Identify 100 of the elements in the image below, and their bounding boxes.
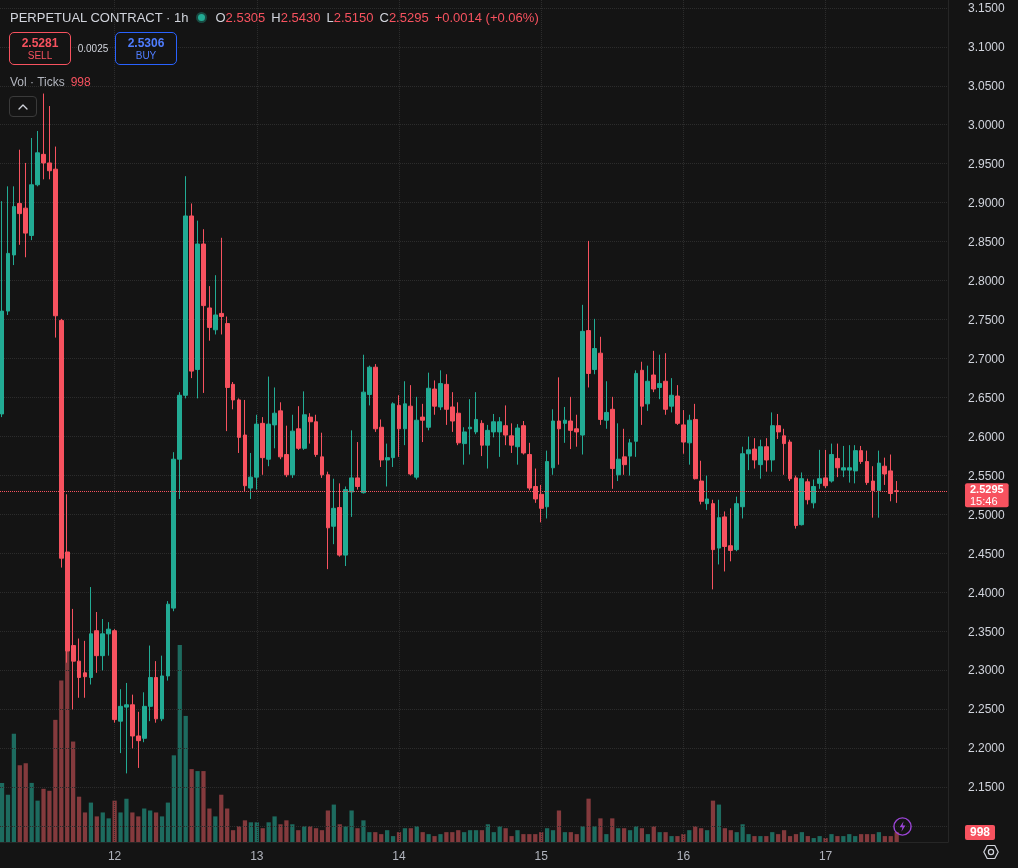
annotation: 2.5306 — [127, 35, 165, 50]
bar — [153, 812, 159, 842]
bar — [219, 794, 224, 842]
candlestick — [480, 419, 484, 457]
candlestick — [799, 471, 804, 526]
bar — [663, 832, 668, 842]
candlestick — [112, 628, 117, 724]
bar — [59, 680, 64, 842]
candlestick — [432, 379, 437, 416]
candlestick — [817, 449, 822, 490]
bar — [556, 810, 562, 842]
candlestick — [237, 397, 241, 454]
candlestick — [89, 586, 93, 686]
bar — [764, 836, 769, 842]
candlestick — [474, 391, 478, 435]
candlestick — [320, 432, 324, 479]
candlestick — [788, 439, 792, 482]
bar — [616, 828, 621, 842]
bar — [693, 826, 698, 842]
bar — [379, 834, 384, 842]
bar — [373, 832, 378, 842]
bar — [230, 830, 236, 842]
bar — [841, 836, 846, 842]
candlestick — [296, 405, 301, 451]
bar — [456, 830, 461, 842]
candlestick — [610, 396, 615, 490]
bar — [355, 828, 360, 842]
bar — [592, 826, 597, 842]
candlestick — [586, 240, 591, 388]
y-tick-label: 2.4500 — [968, 546, 1006, 561]
y-tick-label: 2.9500 — [968, 156, 1006, 171]
annotation: O2.5305 — [215, 9, 266, 25]
bar — [497, 826, 502, 842]
candlestick — [687, 414, 692, 466]
candlestick — [758, 439, 763, 480]
bar — [142, 808, 147, 842]
bar — [687, 830, 692, 842]
candlestick — [414, 396, 419, 480]
y-tick-label: 3.0500 — [968, 78, 1006, 93]
candlestick — [681, 409, 686, 455]
candlestick — [563, 406, 567, 444]
bar — [462, 832, 467, 842]
bar — [426, 834, 431, 842]
bar — [835, 836, 840, 842]
candlestick — [640, 361, 644, 426]
candlestick — [580, 304, 585, 456]
candlestick — [693, 403, 698, 480]
candlestick — [752, 437, 757, 470]
candlestick — [669, 377, 674, 413]
bar — [438, 834, 443, 842]
annotation: BUY — [135, 49, 157, 62]
candlestick — [290, 414, 295, 479]
bar — [728, 830, 733, 842]
candlestick — [657, 354, 662, 400]
bar — [876, 832, 882, 842]
bar — [23, 763, 28, 842]
text: 15:46 — [970, 495, 998, 508]
bar — [604, 834, 609, 842]
bar — [716, 804, 722, 842]
y-tick-label: 2.5500 — [968, 468, 1006, 483]
candlestick — [397, 394, 401, 458]
bar — [550, 830, 556, 842]
bar — [159, 816, 165, 842]
candlestick — [521, 420, 526, 456]
bar — [76, 796, 82, 842]
candlestick — [616, 422, 621, 482]
bar — [817, 836, 822, 842]
ref-line-label: 2.5295 — [970, 483, 1004, 496]
bar — [189, 769, 194, 842]
bar — [195, 771, 200, 842]
bar — [533, 834, 538, 842]
bar — [485, 824, 490, 842]
y-tick-label: 3.1000 — [968, 39, 1006, 54]
annotation: SELL — [27, 49, 53, 62]
bar — [781, 830, 787, 842]
candlestick — [551, 408, 555, 476]
candlestick — [859, 445, 863, 465]
bar — [752, 836, 757, 842]
bar — [515, 830, 520, 842]
bar — [177, 645, 182, 842]
bar — [408, 828, 413, 842]
bar — [610, 818, 615, 842]
bar — [112, 800, 117, 842]
candlestick — [877, 450, 881, 519]
bar — [491, 832, 496, 842]
bar — [0, 782, 5, 842]
candlestick — [331, 478, 336, 545]
candlestick — [154, 660, 158, 724]
annotation: 2.5281 — [21, 35, 59, 50]
text: 998 — [965, 825, 996, 840]
bar — [799, 832, 804, 842]
y-tick-label: 2.3000 — [968, 663, 1006, 678]
bar — [562, 832, 568, 842]
bar — [65, 650, 70, 842]
candlestick — [717, 499, 721, 565]
y-tick-label: 2.6000 — [968, 429, 1006, 444]
bar — [776, 834, 781, 842]
candlestick — [604, 380, 609, 430]
annotation: +0.0014 (+0.06%) — [434, 9, 539, 25]
bar — [645, 834, 650, 842]
